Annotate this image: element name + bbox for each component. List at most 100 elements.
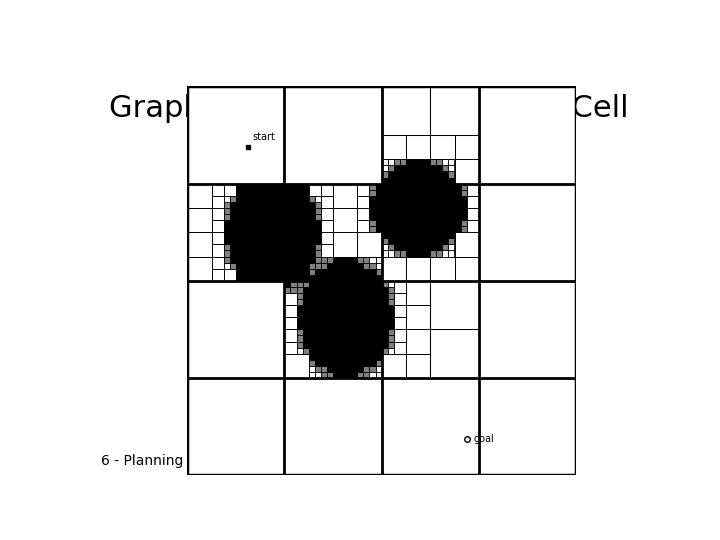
- Bar: [461, 184, 467, 190]
- Bar: [442, 159, 449, 165]
- Bar: [387, 281, 394, 287]
- Bar: [302, 329, 309, 335]
- Bar: [454, 196, 467, 208]
- Bar: [187, 232, 212, 256]
- Bar: [357, 262, 364, 269]
- Bar: [442, 232, 449, 238]
- Bar: [382, 172, 387, 178]
- Bar: [309, 275, 315, 281]
- Text: goal: goal: [474, 434, 495, 444]
- Bar: [284, 318, 297, 329]
- Bar: [284, 86, 382, 184]
- Bar: [309, 262, 315, 269]
- Bar: [321, 262, 327, 269]
- Bar: [302, 299, 309, 305]
- Bar: [376, 275, 382, 281]
- Bar: [321, 366, 327, 372]
- Bar: [369, 372, 376, 378]
- Bar: [230, 214, 236, 220]
- Bar: [449, 165, 454, 172]
- Bar: [376, 269, 382, 275]
- Bar: [357, 256, 364, 262]
- Bar: [454, 208, 467, 220]
- Bar: [376, 184, 382, 190]
- Bar: [382, 251, 387, 256]
- Bar: [479, 378, 576, 475]
- Bar: [315, 202, 321, 208]
- Bar: [449, 159, 454, 165]
- Bar: [431, 232, 442, 244]
- Bar: [297, 342, 302, 348]
- Bar: [406, 135, 431, 159]
- Bar: [382, 256, 406, 281]
- Bar: [309, 360, 315, 366]
- Bar: [376, 366, 382, 372]
- Bar: [431, 172, 442, 184]
- Bar: [376, 354, 382, 360]
- Bar: [442, 244, 449, 251]
- Bar: [382, 342, 387, 348]
- Bar: [315, 214, 321, 220]
- Bar: [382, 238, 387, 244]
- Bar: [297, 287, 302, 293]
- Bar: [309, 354, 315, 360]
- Bar: [230, 196, 236, 202]
- Text: start: start: [253, 132, 276, 142]
- Bar: [454, 232, 479, 256]
- Bar: [284, 293, 297, 305]
- Bar: [290, 287, 297, 293]
- Bar: [400, 244, 406, 251]
- Bar: [467, 196, 479, 208]
- Bar: [382, 159, 387, 165]
- Bar: [382, 184, 431, 232]
- Bar: [357, 366, 364, 372]
- Bar: [333, 232, 357, 256]
- Bar: [284, 354, 309, 378]
- Bar: [461, 220, 467, 226]
- Bar: [309, 232, 321, 244]
- Bar: [230, 251, 236, 256]
- Bar: [315, 208, 321, 214]
- Bar: [400, 159, 406, 165]
- Bar: [302, 342, 309, 348]
- Bar: [387, 165, 394, 172]
- Bar: [467, 220, 479, 232]
- Bar: [449, 238, 454, 244]
- Bar: [315, 244, 321, 251]
- Bar: [382, 232, 387, 238]
- Bar: [394, 172, 406, 184]
- Bar: [309, 305, 333, 329]
- Bar: [431, 251, 436, 256]
- Bar: [357, 196, 369, 208]
- Bar: [212, 196, 224, 208]
- Bar: [431, 256, 454, 281]
- Bar: [297, 329, 302, 335]
- Bar: [212, 256, 224, 269]
- Bar: [309, 329, 333, 354]
- Bar: [406, 305, 431, 329]
- Bar: [297, 348, 302, 354]
- Bar: [400, 251, 406, 256]
- Bar: [387, 329, 394, 335]
- Bar: [297, 281, 302, 287]
- Bar: [376, 190, 382, 195]
- Bar: [479, 86, 576, 184]
- Text: Graph Construction: Adaptive Cell
Decomposition (4/4): Graph Construction: Adaptive Cell Decomp…: [109, 94, 629, 157]
- Bar: [333, 208, 357, 232]
- Bar: [309, 269, 315, 275]
- Bar: [321, 372, 327, 378]
- Bar: [364, 372, 369, 378]
- Bar: [376, 372, 382, 378]
- Bar: [236, 232, 284, 281]
- Text: 31: 31: [354, 456, 384, 476]
- Bar: [382, 354, 406, 378]
- Bar: [327, 262, 333, 269]
- Bar: [357, 184, 369, 195]
- Bar: [394, 165, 400, 172]
- Bar: [387, 348, 394, 354]
- Bar: [376, 262, 382, 269]
- Bar: [315, 251, 321, 256]
- Bar: [315, 275, 321, 281]
- Bar: [230, 262, 236, 269]
- Bar: [357, 372, 364, 378]
